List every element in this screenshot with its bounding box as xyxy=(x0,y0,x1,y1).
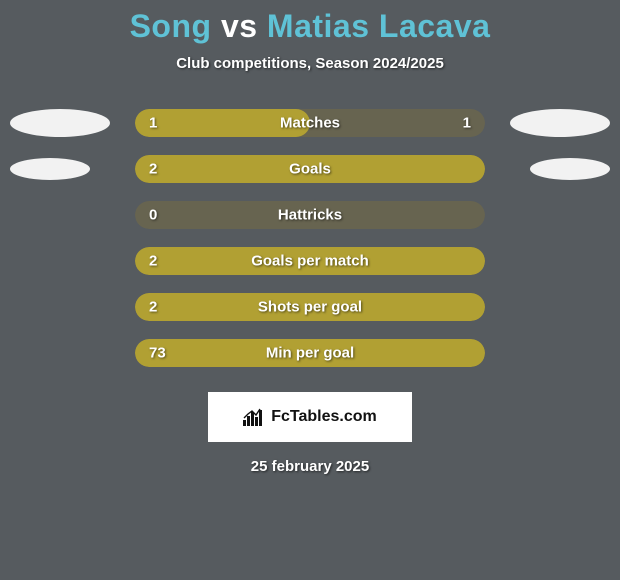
decor-ellipse-right xyxy=(530,158,610,180)
decor-ellipse-right xyxy=(510,109,610,137)
stat-label: Goals per match xyxy=(251,253,369,270)
decor-ellipse-left xyxy=(10,158,90,180)
stat-left-value: 73 xyxy=(149,345,166,362)
stat-label: Matches xyxy=(280,115,340,132)
stat-row: 1 1 Matches xyxy=(0,100,620,146)
subtitle: Club competitions, Season 2024/2025 xyxy=(0,55,620,72)
stat-row: 73 Min per goal xyxy=(0,330,620,376)
source-badge: FcTables.com xyxy=(208,392,412,442)
stat-bar: 2 Goals per match xyxy=(135,247,485,275)
fctables-logo-icon xyxy=(243,408,265,426)
stat-bar: 1 1 Matches xyxy=(135,109,485,137)
source-badge-text: FcTables.com xyxy=(271,408,377,426)
stats-container: 1 1 Matches 2 Goals 0 Hattricks 2 Goals per matc… xyxy=(0,100,620,376)
stat-row: 0 Hattricks xyxy=(0,192,620,238)
stat-label: Hattricks xyxy=(278,207,342,224)
date-text: 25 february 2025 xyxy=(0,458,620,475)
comparison-card: Song vs Matias Lacava Club competitions,… xyxy=(0,0,620,475)
stat-row: 2 Goals per match xyxy=(0,238,620,284)
stat-row: 2 Shots per goal xyxy=(0,284,620,330)
stat-left-value: 1 xyxy=(149,115,157,132)
stat-left-value: 2 xyxy=(149,299,157,316)
stat-bar: 2 Goals xyxy=(135,155,485,183)
stat-label: Goals xyxy=(289,161,331,178)
stat-label: Min per goal xyxy=(266,345,354,362)
stat-left-value: 2 xyxy=(149,253,157,270)
stat-right-value: 1 xyxy=(463,115,471,132)
stat-row: 2 Goals xyxy=(0,146,620,192)
vs-separator: vs xyxy=(212,8,267,44)
page-title: Song vs Matias Lacava xyxy=(0,8,620,45)
stat-bar: 2 Shots per goal xyxy=(135,293,485,321)
stat-left-value: 0 xyxy=(149,207,157,224)
stat-bar: 73 Min per goal xyxy=(135,339,485,367)
stat-label: Shots per goal xyxy=(258,299,362,316)
stat-left-value: 2 xyxy=(149,161,157,178)
player2-name: Matias Lacava xyxy=(267,8,491,44)
stat-bar: 0 Hattricks xyxy=(135,201,485,229)
player1-name: Song xyxy=(130,8,212,44)
decor-ellipse-left xyxy=(10,109,110,137)
